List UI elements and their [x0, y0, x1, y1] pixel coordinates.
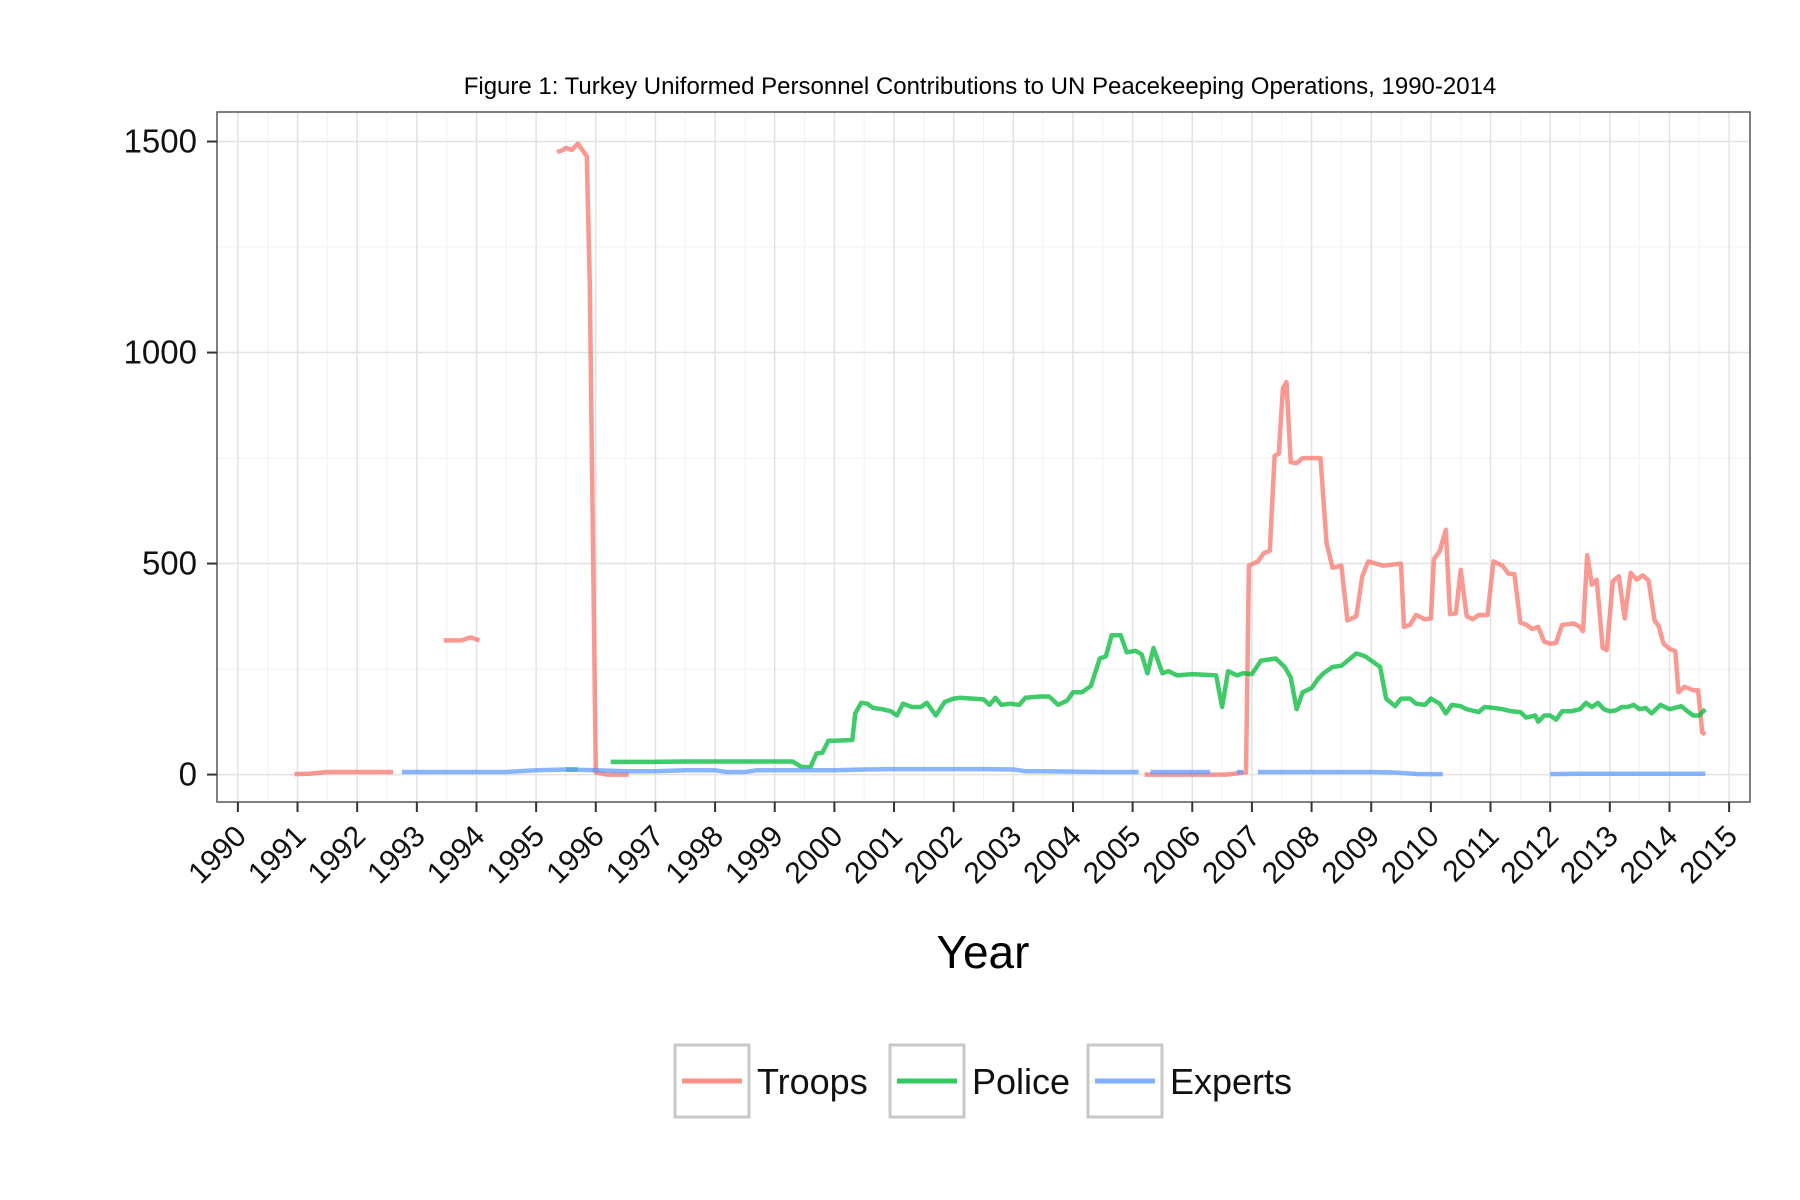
- x-tick-label: 2012: [1495, 820, 1566, 891]
- x-tick-label: 1998: [659, 820, 730, 891]
- y-tick-label: 1500: [124, 123, 197, 160]
- series-line-troops: [294, 769, 393, 777]
- x-tick-label: 1994: [421, 820, 492, 891]
- x-tick-label: 2010: [1375, 820, 1446, 891]
- legend-label-experts: Experts: [1170, 1061, 1292, 1102]
- series-line-experts: [401, 766, 1139, 775]
- x-tick-label: 1992: [302, 820, 373, 891]
- x-tick-label: 2014: [1614, 820, 1685, 891]
- series-line-troops: [1144, 379, 1707, 777]
- y-axis: 0 500 1000 1500: [124, 123, 217, 793]
- x-tick-label: 2001: [838, 820, 909, 891]
- y-tick-label: 500: [142, 545, 197, 582]
- x-tick-label: 2000: [779, 820, 850, 891]
- x-axis-label: Year: [937, 926, 1030, 978]
- minor-gridlines: [217, 112, 1750, 802]
- y-tick-label: 1000: [124, 334, 197, 371]
- x-tick-label: 2004: [1017, 820, 1088, 891]
- series-line-police: [610, 633, 1707, 770]
- x-axis: 1990199119921993199419951996199719981999…: [182, 802, 1744, 890]
- x-tick-label: 2009: [1316, 820, 1387, 891]
- x-tick-label: 2011: [1437, 820, 1506, 889]
- series-line-troops: [443, 635, 481, 643]
- legend-label-troops: Troops: [757, 1061, 868, 1102]
- plot-border: [216, 111, 1751, 803]
- x-tick-label: 2006: [1137, 820, 1208, 891]
- x-tick-label: 1990: [182, 820, 253, 891]
- series-line-experts: [1257, 769, 1443, 777]
- x-tick-label: 2015: [1674, 820, 1745, 891]
- x-tick-label: 2002: [898, 820, 969, 891]
- x-tick-label: 1991: [242, 820, 313, 891]
- x-tick-label: 2003: [958, 820, 1029, 891]
- legend-label-police: Police: [972, 1061, 1070, 1102]
- y-tick-label: 0: [179, 756, 197, 793]
- x-tick-label: 2008: [1256, 820, 1327, 891]
- x-tick-label: 2007: [1196, 820, 1267, 891]
- x-tick-label: 1996: [540, 820, 611, 891]
- chart-title: Figure 1: Turkey Uniformed Personnel Con…: [464, 73, 1497, 100]
- series-lines: [294, 141, 1707, 777]
- x-tick-label: 1995: [481, 820, 552, 891]
- series-line-troops: [556, 141, 629, 777]
- x-tick-label: 2005: [1077, 820, 1148, 891]
- x-tick-label: 1999: [719, 820, 790, 891]
- x-tick-label: 1997: [600, 820, 671, 891]
- major-gridlines: [217, 112, 1750, 802]
- x-tick-label: 2013: [1554, 820, 1625, 891]
- x-tick-label: 1993: [361, 820, 432, 891]
- legend: Troops Police Experts: [673, 1043, 1292, 1119]
